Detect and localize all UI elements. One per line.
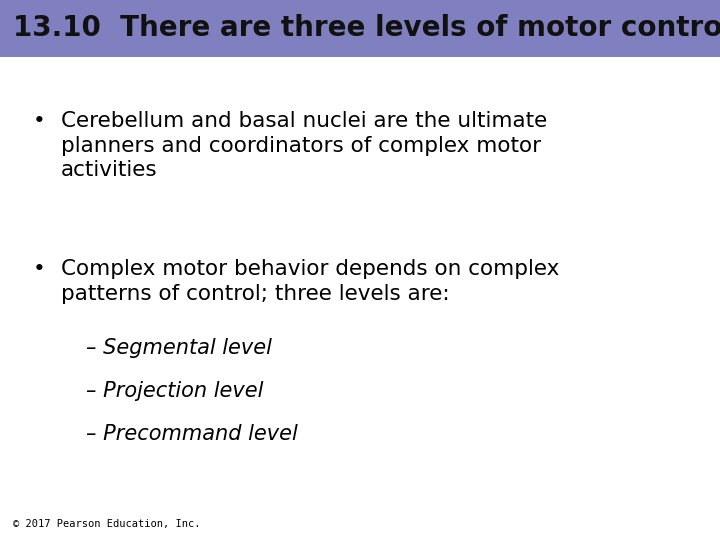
Text: © 2017 Pearson Education, Inc.: © 2017 Pearson Education, Inc. [13, 519, 200, 529]
Bar [0, 0, 720, 57]
Text: – Precommand level: – Precommand level [86, 424, 298, 444]
Text: Cerebellum and basal nuclei are the ultimate
planners and coordinators of comple: Cerebellum and basal nuclei are the ulti… [61, 111, 547, 180]
Text: •: • [32, 111, 45, 131]
Text: Complex motor behavior depends on complex
patterns of control; three levels are:: Complex motor behavior depends on comple… [61, 259, 559, 304]
Text: •: • [32, 259, 45, 279]
Text: – Segmental level: – Segmental level [86, 338, 272, 357]
Text: – Projection level: – Projection level [86, 381, 264, 401]
Text: 13.10  There are three levels of motor control: 13.10 There are three levels of motor co… [13, 15, 720, 42]
